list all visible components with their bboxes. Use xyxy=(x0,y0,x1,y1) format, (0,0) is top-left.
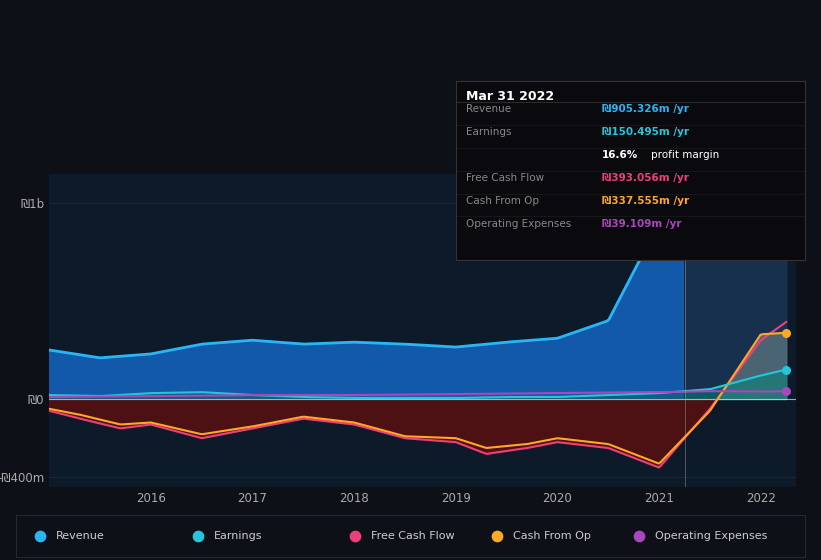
Text: ₪150.495m /yr: ₪150.495m /yr xyxy=(603,128,689,137)
Text: ₪905.326m /yr: ₪905.326m /yr xyxy=(603,105,689,114)
Point xyxy=(632,532,645,541)
Point xyxy=(780,365,793,374)
Point xyxy=(34,532,47,541)
Text: Revenue: Revenue xyxy=(56,531,104,541)
Point xyxy=(780,328,793,337)
Text: Operating Expenses: Operating Expenses xyxy=(466,219,571,229)
Text: profit margin: profit margin xyxy=(651,151,719,160)
Text: 16.6%: 16.6% xyxy=(603,151,639,160)
Text: ₪39.109m /yr: ₪39.109m /yr xyxy=(603,219,681,229)
Point xyxy=(780,217,793,226)
Text: Earnings: Earnings xyxy=(466,128,511,137)
Text: Cash From Op: Cash From Op xyxy=(466,196,539,206)
Point xyxy=(349,532,362,541)
Text: ₪337.555m /yr: ₪337.555m /yr xyxy=(603,196,690,206)
Text: Operating Expenses: Operating Expenses xyxy=(655,531,767,541)
Point xyxy=(780,387,793,396)
Point xyxy=(491,532,504,541)
Text: Revenue: Revenue xyxy=(466,105,511,114)
Text: Free Cash Flow: Free Cash Flow xyxy=(466,173,544,183)
Text: ₪393.056m /yr: ₪393.056m /yr xyxy=(603,173,689,183)
Text: Free Cash Flow: Free Cash Flow xyxy=(371,531,455,541)
Text: Earnings: Earnings xyxy=(213,531,262,541)
Text: Cash From Op: Cash From Op xyxy=(513,531,591,541)
Point xyxy=(191,532,204,541)
Text: Mar 31 2022: Mar 31 2022 xyxy=(466,90,554,103)
